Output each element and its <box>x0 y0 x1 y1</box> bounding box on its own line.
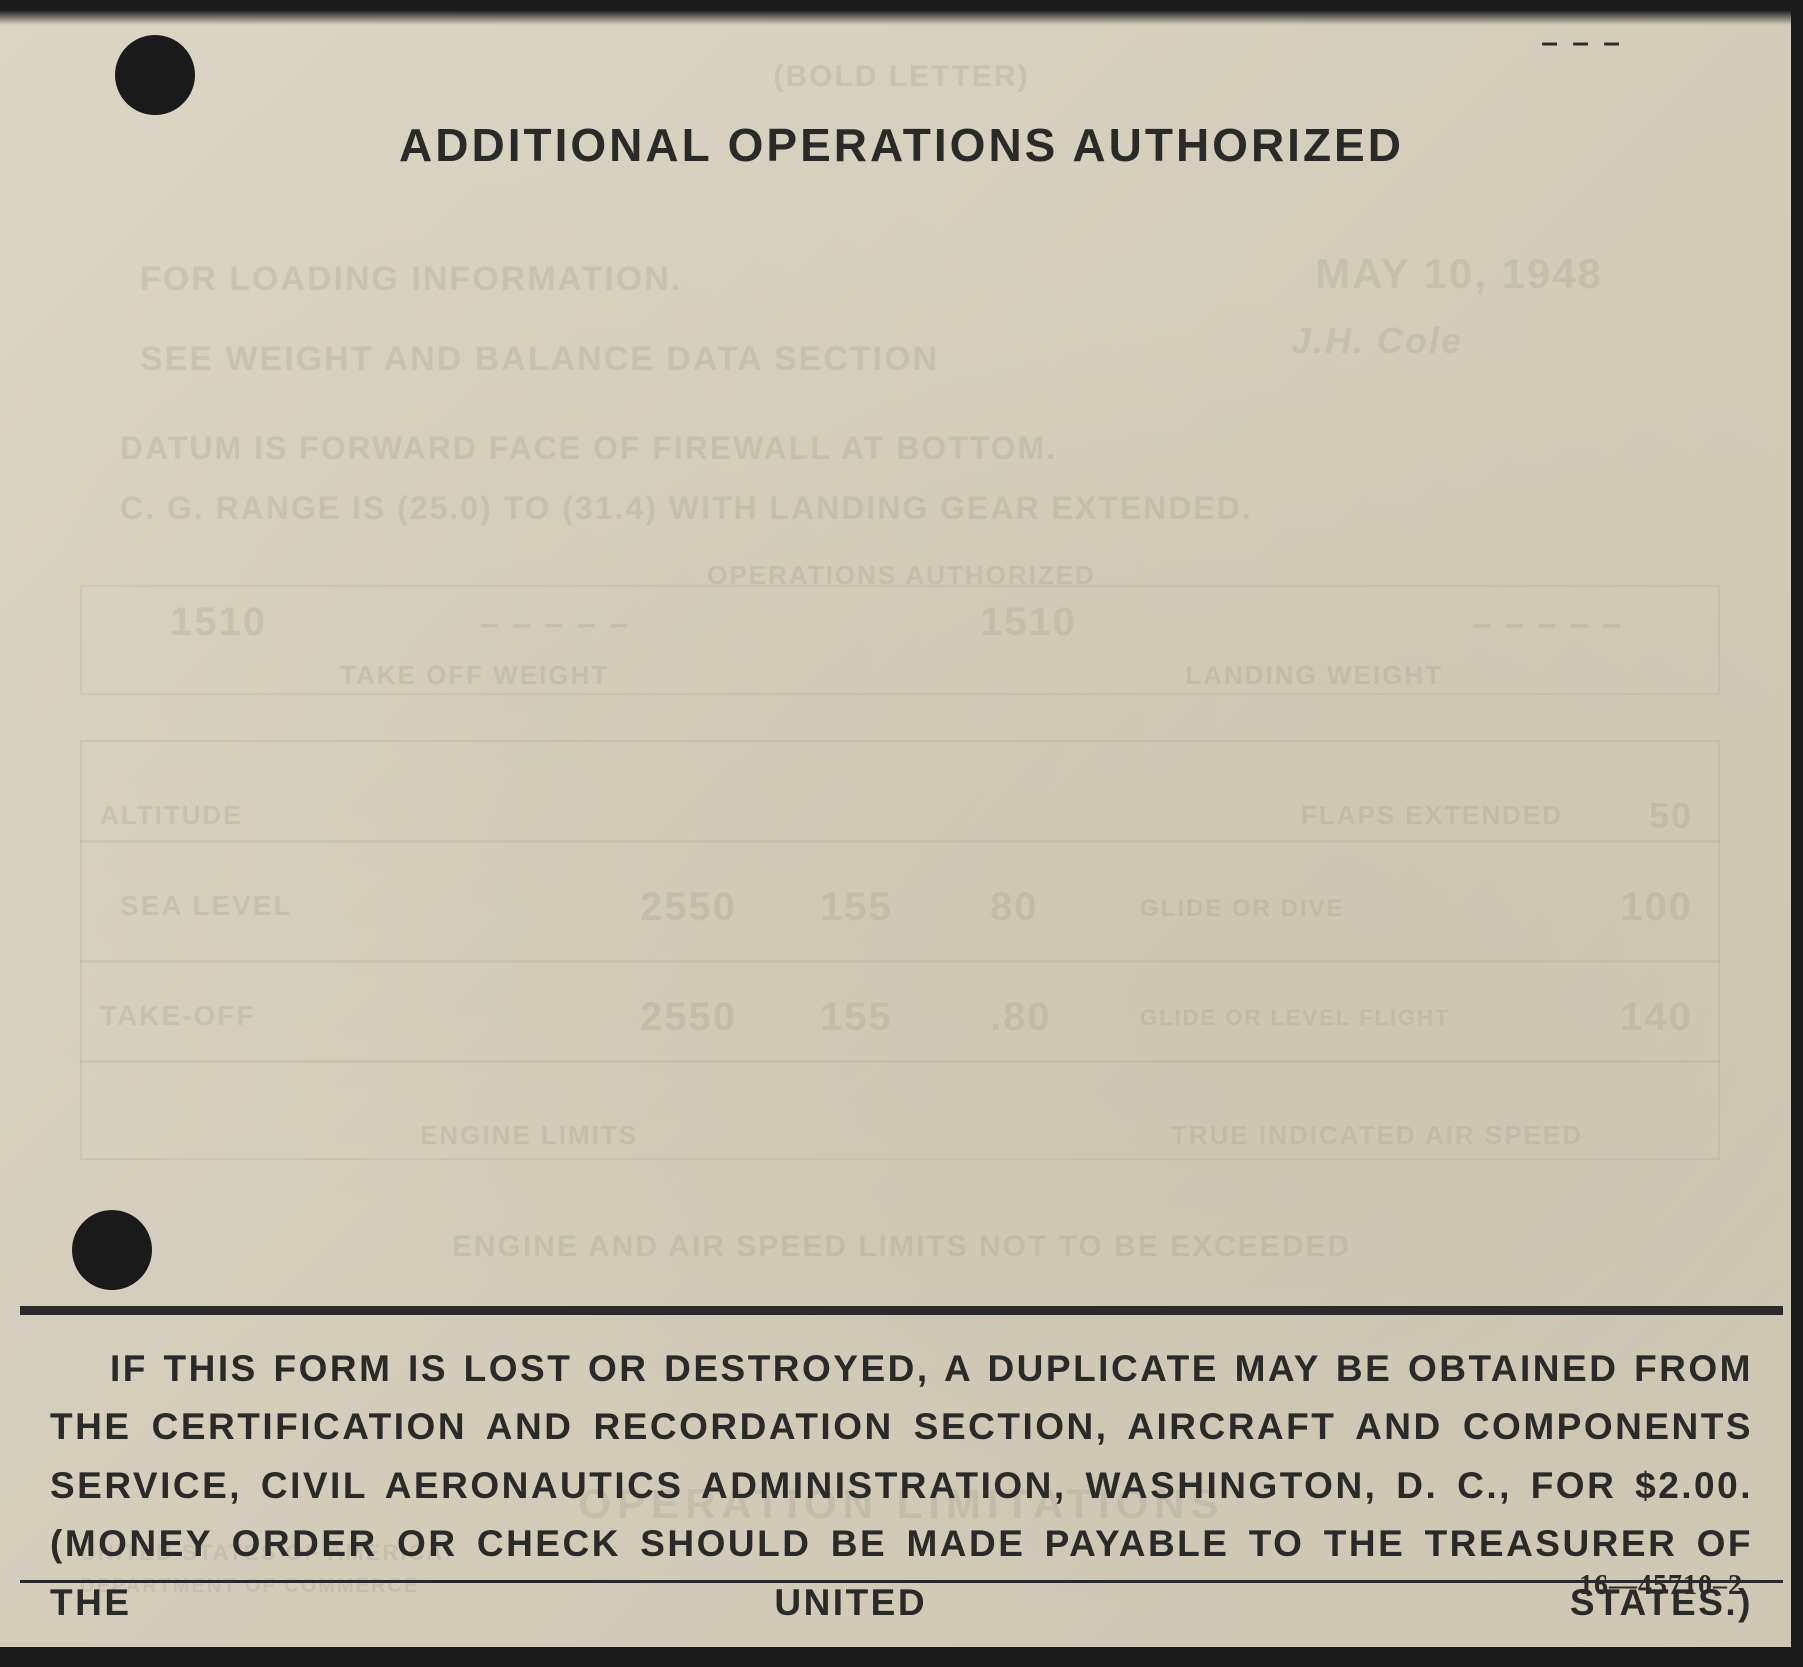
bleed-v1a: 2550 <box>640 885 737 930</box>
bleed-v6: 140 <box>1620 995 1693 1040</box>
divider-top <box>20 1306 1783 1315</box>
bleed-w2: 1510 <box>980 600 1077 645</box>
bleed-weight-balance: SEE WEIGHT AND BALANCE DATA SECTION <box>140 340 939 379</box>
document-paper: – – – (BOLD LETTER) FOR LOADING INFORMAT… <box>0 0 1803 1667</box>
bleed-v1b: 2550 <box>640 995 737 1040</box>
scan-edge-right <box>1791 0 1803 1667</box>
bleed-v2a: 155 <box>820 885 893 930</box>
bleed-v3a: 80 <box>990 885 1039 930</box>
dash-marks: – – – <box>1541 26 1623 60</box>
bleed-dashes-1: – – – – – <box>480 605 630 644</box>
bleed-takeoff-weight: TAKE OFF WEIGHT <box>340 660 609 691</box>
scan-edge-bottom <box>0 1647 1803 1667</box>
bleed-not-exceeded: ENGINE AND AIR SPEED LIMITS NOT TO BE EX… <box>452 1230 1351 1264</box>
bleed-loading-info: FOR LOADING INFORMATION. <box>140 260 682 299</box>
bleed-rule-3 <box>80 1060 1720 1063</box>
punch-hole-bottom <box>72 1210 152 1290</box>
bleed-altitude: ALTITUDE <box>100 800 243 831</box>
form-number: 16—45710–2 <box>1579 1570 1743 1602</box>
bleed-date: MAY 10, 1948 <box>1315 250 1603 298</box>
bleed-airspeed: TRUE INDICATED AIR SPEED <box>1171 1120 1583 1151</box>
bleed-range-line: C. G. RANGE IS (25.0) TO (31.4) WITH LAN… <box>120 490 1253 527</box>
divider-bottom <box>20 1580 1783 1583</box>
bleed-sealevel: SEA LEVEL <box>120 890 293 922</box>
bleed-reversed-heading: (BOLD LETTER) <box>774 60 1030 94</box>
bleed-datum-line: DATUM IS FORWARD FACE OF FIREWALL AT BOT… <box>120 430 1057 467</box>
bleed-w1: 1510 <box>170 600 267 645</box>
bleed-takeoff-row: TAKE-OFF <box>100 1000 255 1032</box>
bleed-v4: 100 <box>1620 885 1693 930</box>
bleed-engine-limits: ENGINE LIMITS <box>420 1120 638 1151</box>
bleed-dashes-2: – – – – – <box>1473 605 1623 644</box>
scan-edge-top <box>0 0 1803 25</box>
bleed-glide: GLIDE OR DIVE <box>1140 895 1345 923</box>
punch-hole-top <box>115 35 195 115</box>
bleed-flaps-ext: FLAPS EXTENDED <box>1301 800 1563 831</box>
bleed-v3b: .80 <box>990 995 1052 1040</box>
bleed-v2b: 155 <box>820 995 893 1040</box>
bleed-v5: 50 <box>1649 795 1693 837</box>
bleed-rule-2 <box>80 960 1720 963</box>
bleed-signature: J.H. Cole <box>1291 320 1463 362</box>
bleed-level-flight: GLIDE OR LEVEL FLIGHT <box>1140 1005 1451 1031</box>
page-title: ADDITIONAL OPERATIONS AUTHORIZED <box>0 118 1803 172</box>
body-text: IF THIS FORM IS LOST OR DESTROYED, A DUP… <box>50 1340 1753 1632</box>
bleed-landing-weight: LANDING WEIGHT <box>1185 660 1443 691</box>
bleed-rule-1 <box>80 840 1720 843</box>
